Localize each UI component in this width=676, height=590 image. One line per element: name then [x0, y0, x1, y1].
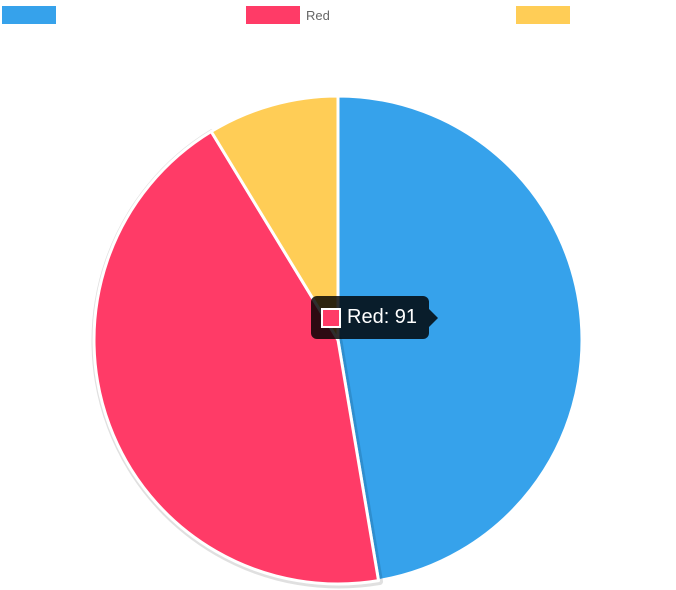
legend-item-series-3[interactable] [516, 6, 570, 24]
legend-item-series-1[interactable] [2, 6, 56, 24]
legend-swatch [246, 6, 300, 24]
legend-label: Red [306, 7, 330, 23]
legend-swatch [2, 6, 56, 24]
tooltip-color-swatch [321, 307, 341, 328]
legend-item-red[interactable]: Red [246, 6, 330, 24]
legend-swatch [516, 6, 570, 24]
pie-slice-series-3[interactable] [209, 94, 340, 342]
chart-legend: Red [0, 0, 676, 30]
pie-slice-red[interactable] [92, 130, 381, 586]
pie-slice-series-1[interactable] [336, 94, 584, 583]
chart-tooltip: Red: 91 [311, 296, 439, 339]
tooltip-text: Red: 91 [347, 306, 418, 328]
